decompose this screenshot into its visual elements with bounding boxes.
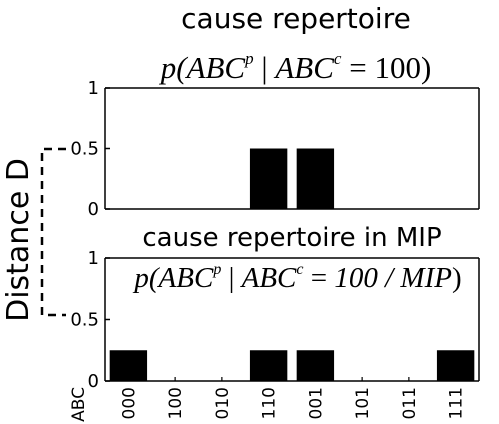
x-tick-label: 011 — [400, 387, 420, 419]
y-tick-label: 0.5 — [70, 139, 99, 160]
bar-110 — [249, 350, 288, 381]
bar-001 — [296, 148, 335, 209]
formula-bottom: p(ABCp | ABCc = 100 / MIP) — [132, 261, 461, 294]
chart-top: 00.51 — [70, 78, 480, 220]
y-tick-label: 1 — [88, 78, 99, 99]
y-tick-label: 0 — [88, 371, 99, 392]
formula-top: p(ABCp | ABCc = 100) — [159, 49, 432, 85]
chart-title-top: cause repertoire — [181, 2, 411, 35]
bar-110 — [249, 148, 288, 209]
x-tick-label: 111 — [447, 387, 467, 419]
x-tick-label: 101 — [353, 387, 373, 419]
x-tick-label: 010 — [213, 387, 233, 419]
x-tick-label: 001 — [306, 387, 326, 419]
y-tick-label: 1 — [88, 248, 99, 269]
y-tick-label: 0 — [88, 199, 99, 220]
distance-label: Distance D — [1, 158, 36, 322]
x-axis-label: ABC — [69, 387, 89, 422]
bar-001 — [296, 350, 335, 381]
x-tick-label: 000 — [119, 387, 139, 419]
chart-title-bottom: cause repertoire in MIP — [142, 223, 441, 253]
x-tick-label: 100 — [166, 387, 186, 419]
distance-bracket — [40, 147, 66, 317]
bar-111 — [436, 350, 475, 381]
y-tick-label: 0.5 — [70, 310, 99, 331]
bar-000 — [109, 350, 148, 381]
x-tick-label: 110 — [260, 387, 280, 419]
